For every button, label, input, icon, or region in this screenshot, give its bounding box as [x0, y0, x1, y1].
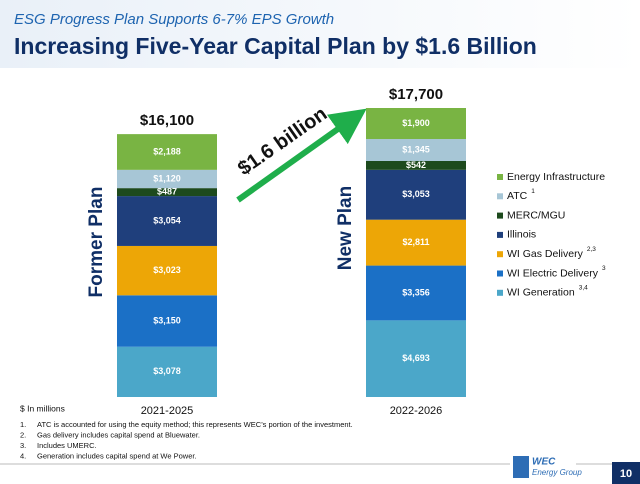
- footnote-number: 2.: [20, 430, 26, 439]
- bar-segment: [117, 134, 217, 170]
- segment-label: $1,120: [153, 173, 181, 183]
- unit-note: $ In millions: [20, 403, 65, 413]
- bar-segment: [117, 245, 217, 296]
- bar-segment: [117, 295, 217, 347]
- logo-text: WEC: [532, 457, 556, 468]
- bar-segment: [117, 346, 217, 397]
- legend-swatch: [497, 212, 503, 219]
- footnotes: 1. ATC is accounted for using the equity …: [20, 420, 353, 461]
- bar-segment: [366, 160, 466, 170]
- legend-swatch: [497, 193, 503, 200]
- legend-label: WI Electric Delivery: [507, 267, 599, 279]
- legend-footnote-ref: 3: [602, 265, 606, 272]
- legend-swatch: [497, 270, 503, 277]
- bar-segment: [366, 108, 466, 140]
- footnote-text: Generation includes capital spend at We …: [37, 451, 197, 460]
- legend-label: Illinois: [507, 229, 536, 241]
- x-tick-label: 2022-2026: [390, 405, 443, 417]
- segment-label: $3,023: [153, 265, 181, 275]
- segment-label: $3,356: [402, 287, 430, 297]
- footnote-number: 4.: [20, 451, 26, 460]
- footnote-number: 1.: [20, 420, 26, 429]
- legend-footnote-ref: 3,4: [579, 285, 588, 292]
- bar-segment: [117, 188, 217, 197]
- bar-segment: [366, 139, 466, 161]
- legend-footnote-ref: 2,3: [587, 246, 596, 253]
- header-bg: [0, 0, 640, 68]
- legend-label: WI Gas Delivery: [507, 248, 584, 260]
- x-tick-label: 2021-2025: [141, 405, 194, 417]
- bar-segment: [366, 219, 466, 266]
- bar-segment: [117, 169, 217, 189]
- legend-swatch: [497, 289, 503, 296]
- segment-label: $542: [406, 160, 426, 170]
- new-plan-label: New Plan: [335, 186, 356, 270]
- bar-segment: [117, 196, 217, 246]
- legend-swatch: [497, 251, 503, 258]
- legend-footnote-ref: 1: [531, 188, 535, 195]
- segment-label: $4,693: [402, 353, 430, 363]
- segment-label: $487: [157, 186, 177, 196]
- legend-swatch: [497, 174, 503, 180]
- total-label: $17,700: [389, 86, 443, 103]
- segment-label: $1,345: [402, 144, 430, 154]
- segment-label: $3,150: [153, 315, 181, 325]
- segment-label: $3,054: [153, 215, 181, 225]
- segment-label: $2,811: [402, 237, 429, 247]
- legend-label: Energy Infrastructure: [507, 171, 605, 183]
- footnote-number: 3.: [20, 441, 26, 450]
- footnote-text: ATC is accounted for using the equity me…: [37, 420, 353, 429]
- logo-icon: [513, 456, 529, 478]
- segment-label: $2,188: [153, 146, 181, 156]
- segment-label: $1,900: [402, 118, 430, 128]
- logo-text: Energy Group: [532, 468, 582, 477]
- legend-label: MERC/MGU: [507, 209, 565, 221]
- footnote-text: Includes UMERC.: [37, 441, 97, 450]
- legend-label: ATC: [507, 190, 528, 202]
- bar-segment: [366, 265, 466, 321]
- segment-label: $3,053: [402, 189, 430, 199]
- legend-label: WI Generation: [507, 287, 575, 299]
- page-number-box: [612, 462, 640, 484]
- supertitle: ESG Progress Plan Supports 6-7% EPS Grow…: [14, 11, 334, 28]
- total-label: $16,100: [140, 112, 194, 129]
- bar-segment: [366, 320, 466, 397]
- growth-arrow: [236, 108, 367, 203]
- page-number: 10: [620, 468, 632, 480]
- bar-segment: [366, 169, 466, 220]
- segment-label: $3,078: [153, 366, 181, 376]
- legend-swatch: [497, 231, 503, 238]
- former-plan-label: Former Plan: [86, 187, 107, 298]
- title: Increasing Five-Year Capital Plan by $1.…: [14, 33, 537, 59]
- footnote-text: Gas delivery includes capital spend at B…: [37, 430, 200, 439]
